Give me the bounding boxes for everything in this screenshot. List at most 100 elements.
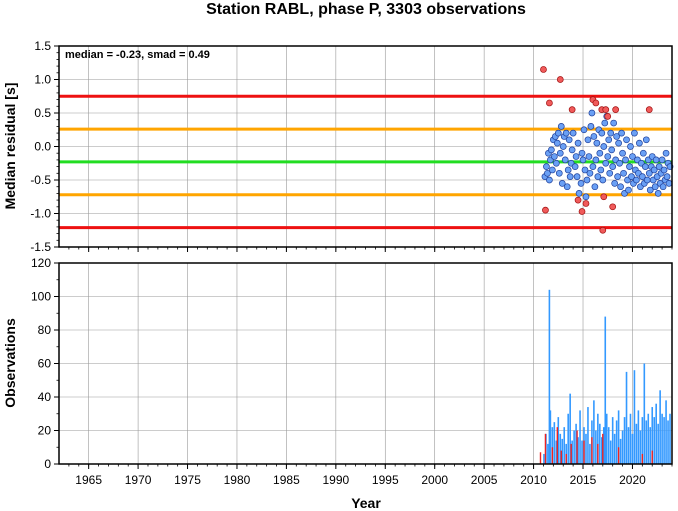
- observations-bar: [553, 422, 556, 464]
- residual-panel: 1.5 1.0 0.5 0.0 -0.5 -1.0 -1.5 median = -0.23,…: [2, 39, 674, 254]
- residual-outlier-point: [600, 193, 608, 201]
- observations-bar: [669, 413, 671, 464]
- observations-bar: [605, 413, 608, 464]
- observations-y-tick-label: 80: [38, 323, 52, 337]
- observations-bar: [633, 370, 636, 464]
- x-tick-label: 1985: [273, 473, 300, 487]
- observations-y-tick-label: 100: [31, 290, 51, 304]
- residual-outlier-point: [556, 76, 564, 83]
- residual-point: [544, 169, 551, 177]
- x-tick-label: 1975: [174, 473, 201, 487]
- observations-bar: [609, 440, 612, 464]
- residual-point: [588, 109, 596, 117]
- observations-bar: [593, 400, 595, 464]
- observations-outlier-bar: [591, 437, 593, 464]
- residual-point: [555, 169, 563, 177]
- residual-point: [606, 169, 614, 177]
- residual-point: [633, 176, 640, 184]
- observations-bar: [661, 413, 663, 464]
- residual-point: [643, 176, 651, 184]
- observations-bar: [611, 417, 614, 464]
- residual-point: [631, 129, 638, 137]
- observations-bar: [602, 427, 605, 464]
- residual-y-tick-label: 1.0: [34, 73, 51, 87]
- residual-point: [604, 153, 612, 160]
- residual-outlier-point: [574, 196, 582, 204]
- observations-bar: [667, 420, 669, 464]
- observations-bar: [665, 400, 667, 464]
- residual-point: [660, 166, 668, 174]
- residual-point: [596, 149, 604, 157]
- residual-outlier-point: [599, 226, 607, 234]
- residual-outlier-point: [582, 200, 590, 207]
- observations-bar: [617, 410, 620, 464]
- observations-outlier-bar: [641, 453, 644, 464]
- residual-point: [623, 136, 630, 144]
- residual-point: [561, 156, 569, 164]
- residual-point: [558, 180, 566, 187]
- observations-outlier-bar: [565, 453, 567, 464]
- observations-y-tick-label: 60: [38, 357, 52, 371]
- residual-y-tick-label: 1.5: [34, 39, 51, 53]
- residual-point: [663, 173, 671, 180]
- residual-point: [590, 133, 598, 140]
- observations-bar: [645, 420, 648, 464]
- residual-point: [639, 149, 647, 157]
- residual-point: [605, 136, 613, 144]
- x-tick-label: 1980: [224, 473, 251, 487]
- residual-point: [636, 139, 643, 147]
- observations-bar: [559, 433, 562, 464]
- x-tick-label: 1990: [322, 473, 349, 487]
- residual-point: [577, 180, 585, 187]
- observations-bar: [567, 413, 569, 464]
- observations-bar: [629, 413, 632, 464]
- residual-point: [607, 129, 615, 137]
- residual-point: [587, 123, 595, 130]
- residual-y-tick-label: -0.5: [30, 173, 51, 187]
- chart-title: Station RABL, phase P, 3303 observations: [206, 1, 526, 18]
- observations-bar: [641, 417, 644, 464]
- observations-bar: [548, 289, 551, 464]
- residual-point: [583, 176, 591, 184]
- residual-y-axis-label: Median residual [s]: [2, 83, 18, 210]
- residual-point: [610, 119, 618, 127]
- residual-point: [618, 129, 625, 137]
- observations-bar: [543, 453, 545, 464]
- observations-bar: [655, 403, 657, 464]
- observations-bar: [549, 410, 552, 464]
- residual-outlier-point: [609, 203, 617, 211]
- observations-bar: [604, 316, 607, 464]
- x-tick-label: 2000: [421, 473, 448, 487]
- residual-point: [566, 173, 574, 180]
- observations-bar: [589, 443, 591, 464]
- residual-point: [594, 173, 602, 180]
- residual-point: [598, 129, 606, 137]
- observations-bar: [575, 423, 577, 464]
- observations-bar: [551, 427, 554, 464]
- residual-point: [564, 166, 572, 174]
- residual-point: [627, 143, 634, 150]
- residual-point: [589, 163, 597, 170]
- residual-point: [553, 139, 561, 147]
- residual-point: [615, 139, 622, 147]
- observations-bar: [579, 410, 581, 464]
- observations-bar: [643, 363, 646, 464]
- observations-bar: [663, 417, 665, 464]
- observations-bar: [623, 417, 626, 464]
- residual-points: [540, 66, 674, 234]
- residual-point: [550, 153, 558, 160]
- residual-point: [556, 149, 564, 157]
- observations-y-tick-label: 20: [38, 424, 52, 438]
- x-axis-label: Year: [351, 495, 381, 511]
- residual-point: [575, 190, 583, 197]
- residual-point: [658, 156, 666, 164]
- x-tick-label: 2015: [570, 473, 597, 487]
- observations-bar: [599, 423, 601, 464]
- residual-point: [569, 129, 577, 137]
- observations-outlier-bar: [570, 443, 572, 464]
- x-tick-label: 2010: [520, 473, 547, 487]
- observations-bar: [631, 433, 634, 464]
- residual-point: [625, 186, 632, 194]
- observations-bar: [619, 438, 622, 464]
